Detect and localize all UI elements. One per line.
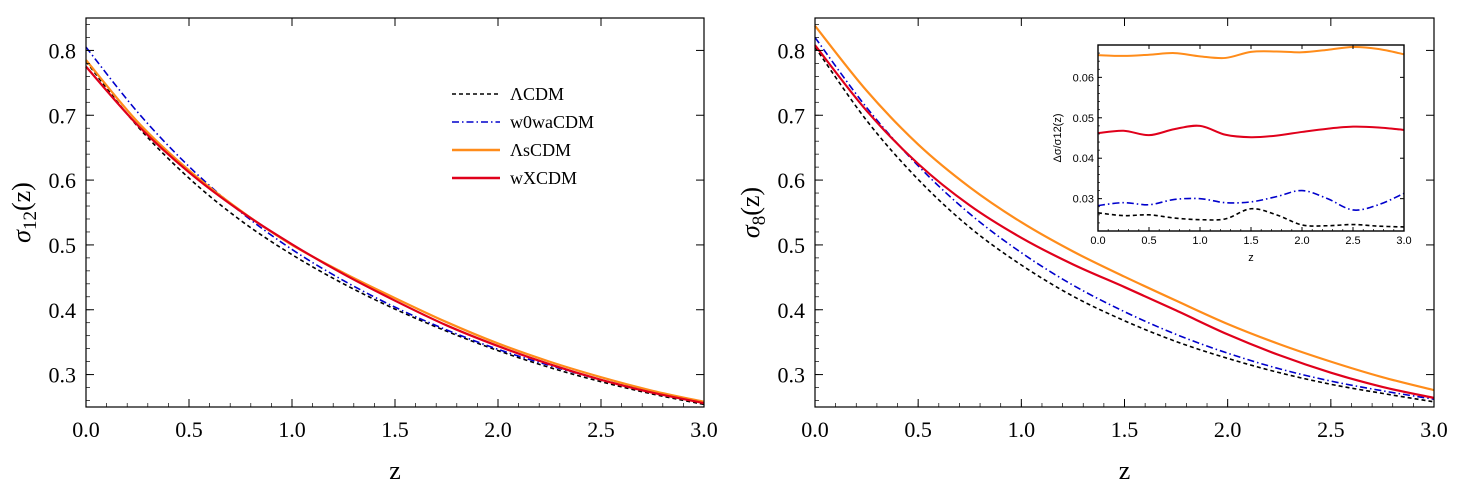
right-y-tick-label: 0.4 [778,298,806,323]
left-x-tick-label: 3.0 [690,417,718,442]
inset-x-tick-label: 0.5 [1141,235,1156,247]
left-y-axis-title: σ12(z) [7,182,41,243]
left-chart: 0.0 0.5 1.0 1.5 2.0 2.5 3.0 0.3 0.4 0.5 0.6 0.7 0.8 z… [7,17,718,485]
right-y-tick-label: 0.3 [778,363,806,388]
legend-label-lcdm: ΛCDM [510,84,564,104]
left-x-tick-label: 2.5 [587,417,615,442]
right-y-axis-symbol: σ [736,224,765,238]
right-x-tick-label: 1.0 [1008,417,1036,442]
left-y-tick-label: 0.7 [49,103,77,128]
left-frame [85,17,705,408]
right-series-lscdm [814,25,1435,392]
left-x-tick-label: 0.5 [175,417,203,442]
right-y-tick-label: 0.5 [778,233,806,258]
right-y-axis-subscript: 8 [749,216,770,226]
left-y-axis-symbol: σ [7,229,36,243]
right-x-tick-label: 0.5 [904,417,932,442]
legend-label-w0wacdm: w0waCDM [510,112,594,132]
right-series-lcdm [814,46,1435,403]
left-series-w0wacdm [85,46,705,404]
inset-x-tick-label: 1.5 [1243,235,1258,247]
legend: ΛCDM w0waCDM ΛsCDM wXCDM [452,84,594,188]
left-series-wxcdm [85,65,705,405]
left-y-tick-label: 0.5 [49,233,77,258]
right-chart: 0.0 0.5 1.0 1.5 2.0 2.5 3.0 0.3 0.4 0.5 0.6 0.7 0.8 z… [736,17,1448,485]
inset-x-tick-label: 1.0 [1192,235,1207,247]
left-x-tick-label: 2.0 [484,417,512,442]
right-x-axis-title: z [1119,456,1131,485]
right-y-tick-label: 0.7 [778,103,806,128]
left-y-axis-suffix: (z) [7,182,36,211]
inset-x-tick-label: 0.0 [1090,235,1105,247]
inset-x-axis-title: z [1248,252,1254,264]
legend-label-wxcdm: wXCDM [510,168,577,188]
left-y-tick-label: 0.6 [49,168,77,193]
right-x-tick-label: 2.0 [1214,417,1242,442]
inset-y-tick-label: 0.04 [1073,153,1094,165]
left-series-lcdm [85,60,705,406]
right-y-tick-label: 0.8 [778,38,806,63]
inset-series-wxcdm [1097,124,1405,139]
inset-x-tick-label: 3.0 [1396,235,1411,247]
inset-series-w0wacdm [1097,189,1405,211]
left-x-axis-title: z [389,456,401,485]
left-y-axis-subscript: 12 [20,211,41,230]
right-series-wxcdm [814,44,1435,399]
legend-label-lscdm: ΛsCDM [510,140,571,160]
inset-y-tick-label: 0.03 [1073,194,1094,206]
left-y-tick-label: 0.3 [49,363,77,388]
right-y-axis-suffix: (z) [736,187,765,216]
inset-chart: 0.0 0.5 1.0 1.5 2.0 2.5 3.0 0.03 0.04 0.05 0.06 z Δσ… [1052,44,1412,264]
inset-x-tick-label: 2.5 [1345,235,1360,247]
right-x-tick-label: 2.5 [1317,417,1345,442]
left-x-tick-label: 1.5 [381,417,409,442]
left-x-tick-label: 1.0 [278,417,306,442]
inset-y-tick-label: 0.06 [1073,72,1094,84]
left-series-lscdm [85,59,705,403]
left-y-tick-label: 0.8 [49,38,77,63]
right-x-tick-label: 0.0 [801,417,829,442]
inset-x-tick-label: 2.0 [1294,235,1309,247]
inset-y-tick-label: 0.05 [1073,113,1094,125]
right-x-tick-label: 1.5 [1111,417,1139,442]
right-y-tick-label: 0.6 [778,168,806,193]
left-y-tick-label: 0.4 [49,298,77,323]
inset-y-axis-title: Δσ/σ12(z) [1052,113,1064,162]
right-x-tick-label: 3.0 [1420,417,1448,442]
left-x-tick-label: 0.0 [72,417,100,442]
inset-series-lcdm [1097,207,1405,228]
right-y-axis-title: σ8(z) [736,187,770,238]
